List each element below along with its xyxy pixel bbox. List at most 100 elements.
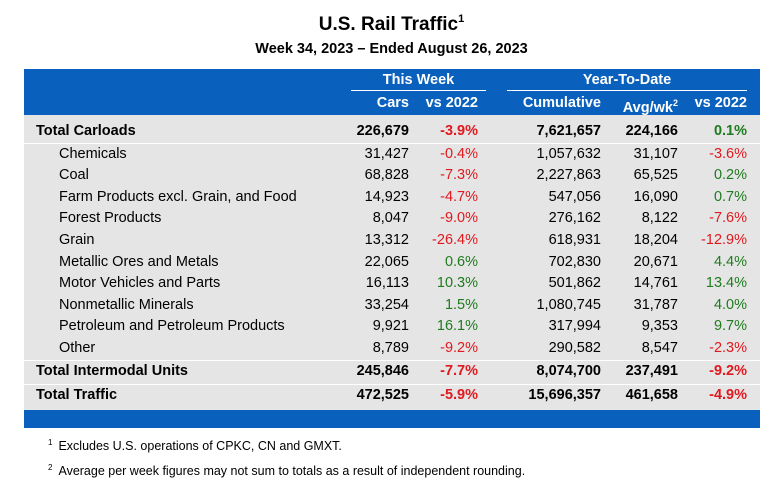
cell-avg-wk: 461,658 bbox=[625, 386, 678, 403]
cell-avg-wk: 8,122 bbox=[641, 210, 678, 227]
table-row: Chemicals 31,427 -0.4% 1,057,632 31,107 -3.6% bbox=[24, 142, 760, 166]
cell-vs-2022-ytd: 9.7% bbox=[713, 318, 747, 335]
col-vs-2022-week: vs 2022 bbox=[425, 95, 478, 111]
cell-vs-2022-ytd: -3.6% bbox=[709, 145, 747, 162]
rail-traffic-table: This Week Year-To-Date Cars vs 2022 Cumu… bbox=[24, 69, 760, 429]
table-row: Grain 13,312 -26.4% 618,931 18,204 -12.9% bbox=[24, 230, 760, 252]
cell-vs-2022-week: 16.1% bbox=[436, 318, 478, 335]
row-label: Grain bbox=[59, 231, 95, 248]
row-label: Petroleum and Petroleum Products bbox=[59, 318, 285, 335]
cell-vs-2022-week: 10.3% bbox=[436, 275, 478, 292]
cell-cumulative: 618,931 bbox=[548, 231, 601, 248]
cell-vs-2022-week: -5.9% bbox=[440, 386, 478, 403]
cell-vs-2022-ytd: -12.9% bbox=[701, 231, 747, 248]
row-label: Other bbox=[59, 339, 96, 356]
footnote-1: 1 Excludes U.S. operations of CPKC, CN an… bbox=[48, 438, 342, 453]
cell-cars: 31,427 bbox=[364, 145, 409, 162]
table-row: Metallic Ores and Metals 22,065 0.6% 702,83… bbox=[24, 252, 760, 274]
row-label: Motor Vehicles and Parts bbox=[59, 275, 221, 292]
row-label: Chemicals bbox=[59, 145, 127, 162]
footnotes: 1 Excludes U.S. operations of CPKC, CN an… bbox=[48, 432, 525, 482]
col-cumulative: Cumulative bbox=[522, 95, 601, 111]
cell-cars: 472,525 bbox=[356, 386, 409, 403]
cell-vs-2022-week: -4.7% bbox=[440, 188, 478, 205]
cell-cars: 16,113 bbox=[365, 275, 409, 292]
cell-avg-wk: 18,204 bbox=[633, 231, 678, 248]
table-row: Other 8,789 -9.2% 290,582 8,547 -2.3% bbox=[24, 338, 760, 360]
row-label: Farm Products excl. Grain, and Food bbox=[59, 188, 297, 205]
cell-cars: 9,921 bbox=[372, 318, 409, 335]
cell-vs-2022-ytd: 0.1% bbox=[713, 123, 747, 139]
cell-vs-2022-ytd: -4.9% bbox=[709, 386, 747, 403]
cell-cumulative: 1,080,745 bbox=[536, 296, 601, 313]
cell-cumulative: 7,621,657 bbox=[536, 123, 601, 139]
cell-avg-wk: 237,491 bbox=[625, 362, 678, 379]
cell-cars: 245,846 bbox=[356, 362, 409, 379]
cell-cumulative: 290,582 bbox=[548, 339, 601, 356]
table-row: Motor Vehicles and Parts 16,113 10.3% 501,8… bbox=[24, 273, 760, 295]
cell-avg-wk: 224,166 bbox=[625, 123, 678, 139]
cell-avg-wk: 31,107 bbox=[633, 145, 678, 162]
cell-avg-wk: 16,090 bbox=[633, 188, 678, 205]
cell-cars: 22,065 bbox=[364, 253, 409, 270]
cell-vs-2022-week: -9.2% bbox=[440, 339, 478, 356]
cell-vs-2022-week: 1.5% bbox=[444, 296, 478, 313]
table-body: Total Carloads 226,679 -3.9% 7,621,657 224,1… bbox=[24, 115, 760, 411]
col-avg-wk: Avg/wk2 bbox=[622, 98, 678, 116]
cell-vs-2022-week: -3.9% bbox=[440, 123, 478, 139]
cell-cumulative: 2,227,863 bbox=[536, 167, 601, 184]
footnote-2: 2 Average per week figures may not sum to… bbox=[48, 463, 526, 478]
group-ytd: Year-To-Date bbox=[507, 69, 747, 91]
cell-cumulative: 276,162 bbox=[548, 210, 601, 227]
avg-footnote-mark: 2 bbox=[672, 98, 678, 108]
row-label: Forest Products bbox=[59, 210, 162, 227]
cell-cumulative: 501,862 bbox=[548, 275, 601, 292]
row-label: Total Traffic bbox=[36, 386, 118, 403]
table-row: Forest Products 8,047 -9.0% 276,162 8,122 -7.… bbox=[24, 208, 760, 230]
cell-vs-2022-week: 0.6% bbox=[444, 253, 478, 270]
table-column-header: Cars vs 2022 Cumulative Avg/wk2 vs 2022 bbox=[24, 91, 760, 116]
cell-cars: 68,828 bbox=[364, 167, 409, 184]
group-underline bbox=[507, 90, 747, 91]
table-row: Petroleum and Petroleum Products 9,921 16.… bbox=[24, 316, 760, 338]
table-footer-bar bbox=[24, 410, 760, 429]
title-footnote-mark: 1 bbox=[458, 13, 465, 25]
row-label: Nonmetallic Minerals bbox=[59, 296, 194, 313]
cell-cumulative: 15,696,357 bbox=[528, 386, 601, 403]
cell-avg-wk: 65,525 bbox=[633, 167, 678, 184]
cell-vs-2022-ytd: 13.4% bbox=[705, 275, 747, 292]
row-label: Metallic Ores and Metals bbox=[59, 253, 219, 270]
cell-avg-wk: 20,671 bbox=[633, 253, 678, 270]
table-row: Total Intermodal Units 245,846 -7.7% 8,074,… bbox=[24, 359, 760, 384]
page-title: U.S. Rail Traffic1 bbox=[318, 13, 465, 35]
cell-cumulative: 317,994 bbox=[548, 318, 601, 335]
cell-vs-2022-ytd: 4.0% bbox=[713, 296, 747, 313]
col-vs-2022-ytd: vs 2022 bbox=[694, 95, 747, 111]
cell-cars: 8,789 bbox=[372, 339, 409, 356]
cell-cumulative: 547,056 bbox=[548, 188, 601, 205]
cell-vs-2022-ytd: -2.3% bbox=[709, 339, 747, 356]
table-row: Coal 68,828 -7.3% 2,227,863 65,525 0.2% bbox=[24, 165, 760, 187]
cell-cars: 13,312 bbox=[364, 231, 409, 248]
cell-cumulative: 1,057,632 bbox=[536, 145, 601, 162]
cell-avg-wk: 31,787 bbox=[633, 296, 678, 313]
cell-vs-2022-week: -7.7% bbox=[440, 362, 478, 379]
cell-cumulative: 702,830 bbox=[548, 253, 601, 270]
cell-vs-2022-week: -26.4% bbox=[432, 231, 478, 248]
row-label: Coal bbox=[59, 167, 89, 184]
cell-cars: 8,047 bbox=[372, 210, 409, 227]
col-cars: Cars bbox=[376, 95, 409, 111]
cell-cars: 14,923 bbox=[364, 188, 409, 205]
cell-avg-wk: 9,353 bbox=[641, 318, 678, 335]
cell-cars: 226,679 bbox=[356, 123, 409, 139]
cell-vs-2022-week: -9.0% bbox=[440, 210, 478, 227]
table-row: Total Carloads 226,679 -3.9% 7,621,657 224,1… bbox=[24, 121, 760, 143]
cell-vs-2022-ytd: -7.6% bbox=[709, 210, 747, 227]
row-label: Total Intermodal Units bbox=[36, 362, 188, 379]
cell-cumulative: 8,074,700 bbox=[536, 362, 601, 379]
table-row: Nonmetallic Minerals 33,254 1.5% 1,080,745 3… bbox=[24, 295, 760, 317]
group-underline bbox=[351, 90, 486, 91]
cell-avg-wk: 14,761 bbox=[633, 275, 678, 292]
cell-vs-2022-ytd: 0.7% bbox=[713, 188, 747, 205]
table-row: Farm Products excl. Grain, and Food 14,92… bbox=[24, 187, 760, 209]
